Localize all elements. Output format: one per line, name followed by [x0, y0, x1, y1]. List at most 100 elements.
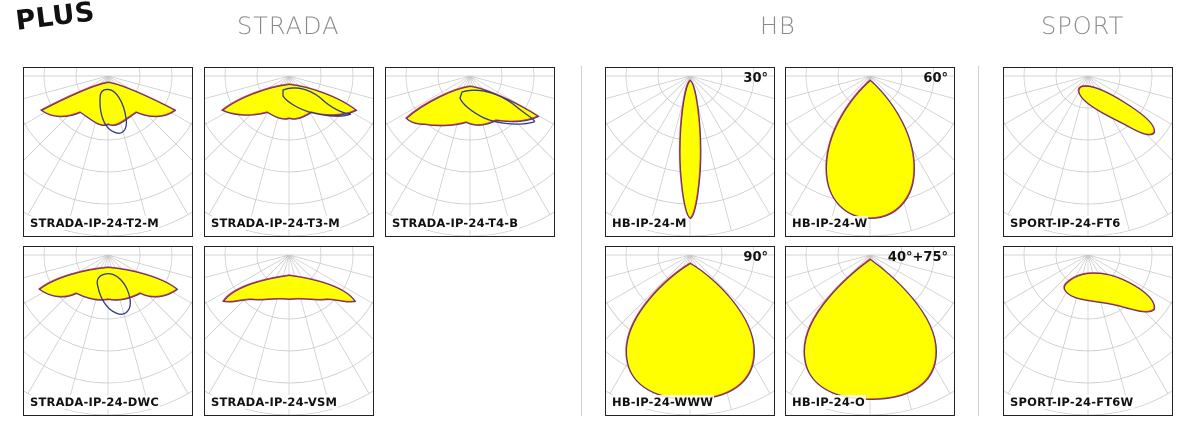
- light-distribution-curve: [405, 85, 540, 126]
- grid-spoke: [689, 75, 771, 215]
- section-title-strada: STRADA: [237, 12, 340, 40]
- light-distribution-curve: [803, 258, 937, 400]
- section-title-hb: HB: [760, 12, 796, 40]
- photometric-card[interactable]: 90° HB-IP-24-WWW: [605, 246, 775, 416]
- brand-logo: PLUS: [14, 0, 97, 37]
- polar-diagram: [205, 247, 373, 415]
- light-distribution-curve: [1077, 85, 1155, 136]
- grid-spoke: [606, 254, 691, 340]
- grid-spoke: [689, 75, 774, 161]
- photometric-card[interactable]: STRADA-IP-24-T3-M: [204, 67, 374, 237]
- grid-spoke: [205, 254, 290, 278]
- grid-spoke: [606, 254, 691, 304]
- grid-spoke: [288, 254, 370, 394]
- grid-spoke: [689, 75, 774, 125]
- grid-spoke: [786, 254, 871, 304]
- photometric-card[interactable]: 40°+75° HB-IP-24-O: [785, 246, 955, 416]
- photometric-card[interactable]: STRADA-IP-24-DWC: [23, 246, 193, 416]
- grid-spoke: [786, 75, 871, 161]
- polar-diagram: [1004, 68, 1172, 236]
- photometric-card[interactable]: STRADA-IP-24-T2-M: [23, 67, 193, 237]
- grid-spoke: [208, 254, 290, 394]
- grid-spoke: [205, 254, 290, 340]
- polar-diagram: [786, 68, 954, 236]
- light-distribution-curve: [825, 79, 915, 219]
- light-distribution-curve: [220, 83, 358, 120]
- grid-spoke: [386, 75, 471, 125]
- grid-spoke: [689, 75, 774, 99]
- photometric-card[interactable]: 30° HB-IP-24-M: [605, 67, 775, 237]
- grid-spoke: [1087, 254, 1172, 340]
- beam-angle: 30°: [743, 71, 768, 86]
- grid-spoke: [288, 254, 373, 304]
- light-distribution-curve: [221, 274, 357, 303]
- photometric-card[interactable]: STRADA-IP-24-VSM: [204, 246, 374, 416]
- grid-spoke: [107, 75, 192, 99]
- product-label: HB-IP-24-WWW: [611, 395, 715, 409]
- grid-spoke: [689, 254, 774, 304]
- light-distribution-curve: [1063, 272, 1155, 313]
- grid-spoke: [869, 75, 954, 161]
- polar-diagram: [786, 247, 954, 415]
- photometric-card[interactable]: 60° HB-IP-24-W: [785, 67, 955, 237]
- grid-spoke: [107, 254, 192, 304]
- grid-spoke: [786, 75, 871, 125]
- light-distribution-curve-secondary: [40, 82, 177, 126]
- cross-plane-curve: [459, 89, 535, 125]
- grid-spoke: [1004, 75, 1089, 125]
- polar-grid: [1004, 247, 1172, 415]
- polar-diagram: [24, 68, 192, 236]
- light-distribution-curve-secondary: [1064, 272, 1156, 313]
- grid-spoke: [1004, 75, 1089, 161]
- grid-spoke: [606, 75, 691, 161]
- grid-spoke: [1004, 254, 1089, 304]
- grid-spoke: [786, 254, 871, 278]
- section-title-sport: SPORT: [1041, 12, 1125, 40]
- product-label: STRADA-IP-24-T2-M: [29, 216, 160, 230]
- grid-spoke: [1004, 254, 1089, 340]
- grid-spoke: [205, 254, 290, 304]
- light-distribution-curve-secondary: [826, 80, 916, 220]
- grid-spoke: [1087, 75, 1172, 99]
- polar-diagram: [386, 68, 554, 236]
- grid-spoke: [469, 75, 554, 125]
- grid-spoke: [107, 254, 192, 278]
- photometric-card[interactable]: SPORT-IP-24-FT6: [1003, 67, 1173, 237]
- grid-spoke: [786, 75, 871, 99]
- product-label: HB-IP-24-M: [611, 216, 688, 230]
- product-label: SPORT-IP-24-FT6W: [1009, 395, 1135, 409]
- grid-spoke: [869, 254, 954, 278]
- light-distribution-curve-secondary: [222, 275, 357, 303]
- grid-spoke: [1087, 75, 1172, 125]
- grid-spoke: [1087, 254, 1172, 278]
- grid-spoke: [288, 254, 373, 278]
- grid-spoke: [1004, 254, 1089, 278]
- cross-plane-curve: [96, 273, 131, 315]
- grid-spoke: [1087, 254, 1172, 304]
- photometric-card[interactable]: STRADA-IP-24-T4-B: [385, 67, 555, 237]
- product-label: STRADA-IP-24-T3-M: [210, 216, 341, 230]
- cross-plane-curve: [99, 88, 128, 134]
- grid-spoke: [606, 75, 691, 125]
- light-distribution-curve: [37, 266, 179, 301]
- grid-spoke: [606, 75, 691, 99]
- polar-diagram: [24, 247, 192, 415]
- grid-spoke: [205, 75, 290, 99]
- grid-spoke: [386, 75, 471, 99]
- grid-spoke: [1007, 75, 1089, 215]
- grid-spoke: [1004, 75, 1089, 99]
- polar-grid: [1004, 68, 1172, 236]
- section-divider: [581, 66, 582, 416]
- grid-spoke: [689, 254, 774, 278]
- product-label: HB-IP-24-W: [791, 216, 869, 230]
- grid-spoke: [609, 75, 691, 215]
- photometric-card[interactable]: SPORT-IP-24-FT6W: [1003, 246, 1173, 416]
- grid-spoke: [24, 254, 109, 278]
- grid-spoke: [288, 254, 373, 340]
- polar-grid: [24, 247, 192, 415]
- light-distribution-curve-secondary: [38, 267, 179, 301]
- grid-spoke: [24, 75, 109, 99]
- grid-spoke: [689, 254, 774, 340]
- grid-spoke: [24, 254, 109, 304]
- product-label: SPORT-IP-24-FT6: [1009, 216, 1122, 230]
